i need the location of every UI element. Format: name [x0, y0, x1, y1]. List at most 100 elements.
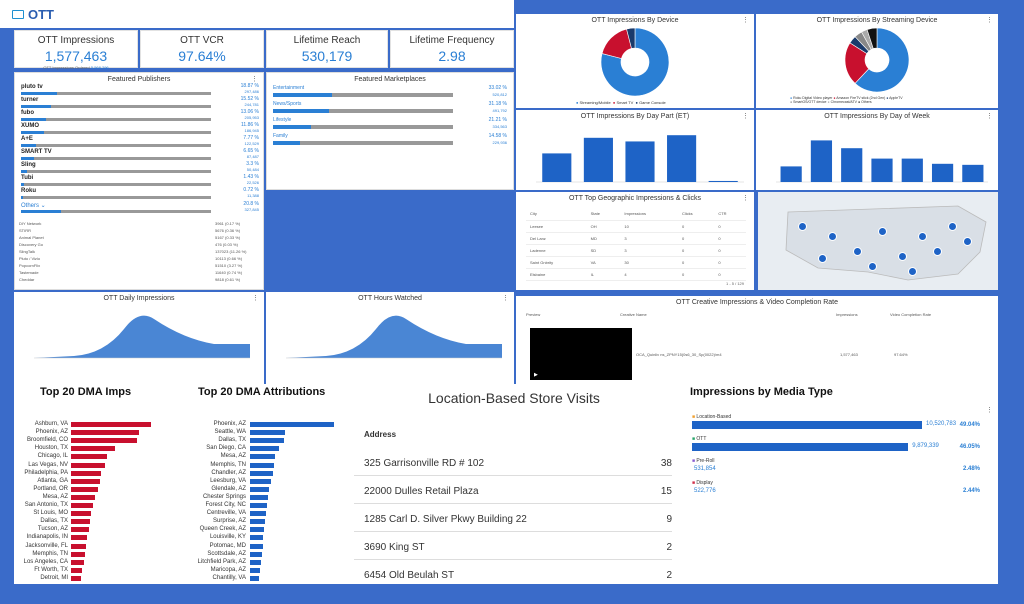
pie-slice[interactable] [600, 27, 670, 97]
dma-bar[interactable] [71, 543, 87, 549]
dma-bar[interactable] [250, 559, 261, 565]
map-pin[interactable] [868, 262, 877, 271]
map-pin[interactable] [818, 254, 827, 263]
dma-bar[interactable] [250, 543, 263, 549]
bar[interactable] [810, 140, 833, 182]
more-menu-icon[interactable]: ⋮ [502, 295, 509, 302]
more-menu-icon[interactable]: ⋮ [742, 17, 749, 24]
map-pin[interactable] [948, 222, 957, 231]
others-row[interactable]: Others ⌄ 20.8 % 327,845 [19, 201, 263, 217]
store-visit-row[interactable]: 22000 Dulles Retail Plaza 15 [354, 476, 672, 504]
map-pin[interactable] [963, 237, 972, 246]
dma-bar[interactable] [250, 519, 266, 525]
dma-bar[interactable] [71, 446, 115, 452]
table-header-cell[interactable]: Impressions [620, 208, 678, 221]
media-type-row[interactable]: ■ Location-Based 10,520,783 49.04% [688, 414, 988, 436]
media-type-row[interactable]: ■ Pre-Roll 531,854 2.48% [688, 458, 988, 480]
dma-bar[interactable] [250, 446, 280, 452]
dma-bar[interactable] [250, 511, 266, 517]
map-pin[interactable] [878, 227, 887, 236]
table-header-cell[interactable]: CTR [714, 208, 746, 221]
marketplace-row[interactable]: Family 14.58 % 229,936 [271, 133, 511, 155]
publisher-row[interactable]: fubo 13.06 % 205,953 [19, 109, 263, 125]
publisher-row[interactable]: SMART TV 6.65 % 87,487 [19, 148, 263, 164]
table-pager[interactable]: 1 - 5 / 129 [725, 281, 744, 286]
dma-bar[interactable] [71, 470, 102, 476]
more-menu-icon[interactable]: ⋮ [252, 295, 259, 302]
others-label[interactable]: Others ⌄ [21, 203, 46, 209]
dma-bar[interactable] [250, 486, 270, 492]
dma-bar[interactable] [250, 494, 268, 500]
media-type-row[interactable]: ■ OTT 9,879,339 46.05% [688, 436, 988, 458]
play-icon[interactable]: ▶ [534, 372, 538, 378]
map-pin[interactable] [933, 247, 942, 256]
table-row[interactable]: Elsbaine IL 4 0 0 [526, 268, 746, 281]
geo-map[interactable] [758, 192, 998, 290]
bar[interactable] [871, 158, 893, 182]
more-menu-icon[interactable]: ⋮ [986, 113, 993, 120]
store-visit-row[interactable]: 325 Garrisonville RD # 102 38 [354, 448, 672, 476]
dma-bar[interactable] [71, 462, 105, 468]
bar[interactable] [667, 135, 697, 182]
bar[interactable] [962, 164, 984, 182]
table-row[interactable]: Leesee OH 10 0 0 [526, 220, 746, 233]
table-row[interactable]: Del Lanz MD 3 0 0 [526, 232, 746, 245]
table-row[interactable]: Saint Gnbrity VA 30 0 0 [526, 256, 746, 269]
map-pin[interactable] [918, 232, 927, 241]
dma-bar[interactable] [71, 438, 138, 444]
bar[interactable] [625, 141, 655, 182]
marketplace-row[interactable]: Lifestyle 21.21 % 334,563 [271, 117, 511, 139]
dma-bar[interactable] [71, 511, 91, 517]
pie-slice[interactable] [866, 27, 878, 49]
more-menu-icon[interactable]: ⋮ [986, 407, 993, 414]
dma-bar[interactable] [250, 462, 274, 468]
dma-bar[interactable] [71, 575, 81, 581]
publisher-row[interactable]: Roku 0.72 % 11,388 [19, 187, 263, 203]
map-pin[interactable] [828, 232, 837, 241]
dma-bar[interactable] [71, 478, 100, 484]
dma-bar[interactable] [250, 438, 284, 444]
dma-bar[interactable] [71, 519, 91, 525]
publisher-row[interactable]: Sling 3.3 % 50,484 [19, 161, 263, 177]
dma-bar[interactable] [250, 527, 265, 533]
publisher-row[interactable]: XUMO 11.86 % 186,945 [19, 122, 263, 138]
video-preview[interactable]: ▶ [530, 328, 632, 380]
dma-bar[interactable] [250, 567, 261, 573]
table-header-cell[interactable]: City [526, 208, 587, 221]
bar[interactable] [931, 163, 954, 182]
marketplace-row[interactable]: Entertainment 33.02 % 520,812 [271, 85, 511, 107]
dma-bar[interactable] [250, 478, 271, 484]
dma-bar[interactable] [71, 503, 94, 508]
pie-slice[interactable] [601, 28, 632, 59]
more-menu-icon[interactable]: ⋮ [251, 76, 258, 83]
publisher-row[interactable]: turner 15.52 % 244,781 [19, 96, 263, 112]
bar[interactable] [841, 148, 863, 182]
table-row[interactable]: Ladenne SD 3 0 0 [526, 244, 746, 257]
more-menu-icon[interactable]: ⋮ [742, 113, 749, 120]
map-pin[interactable] [898, 252, 907, 261]
marketplace-row[interactable]: News/Sports 31.18 % 491,792 [271, 101, 511, 123]
dma-bar[interactable] [71, 486, 99, 492]
dma-bar[interactable] [71, 430, 139, 436]
dma-bar[interactable] [71, 559, 84, 565]
table-header-cell[interactable]: State [586, 208, 621, 221]
dma-bar[interactable] [71, 454, 107, 460]
more-menu-icon[interactable]: ⋮ [742, 195, 749, 202]
publisher-row[interactable]: pluto tv 18.87 % 297,486 [19, 83, 263, 99]
dma-bar[interactable] [250, 551, 262, 557]
media-type-row[interactable]: ■ Display 522,776 2.44% [688, 480, 988, 502]
store-visit-row[interactable]: 6454 Old Beulah ST 2 [354, 560, 672, 584]
publisher-row[interactable]: Tubi 1.43 % 22,526 [19, 174, 263, 190]
dma-bar[interactable] [71, 494, 95, 500]
dma-bar[interactable] [250, 430, 286, 436]
table-header-cell[interactable]: Clicks [677, 208, 715, 221]
dma-bar[interactable] [250, 470, 273, 476]
bar[interactable] [901, 158, 923, 182]
more-menu-icon[interactable]: ⋮ [986, 17, 993, 24]
dma-bar[interactable] [71, 567, 83, 573]
publisher-row[interactable]: A+E 7.77 % 122,529 [19, 135, 263, 151]
bar[interactable] [583, 137, 613, 182]
dma-bar[interactable] [250, 575, 260, 581]
bar[interactable] [780, 166, 802, 182]
map-pin[interactable] [798, 222, 807, 231]
